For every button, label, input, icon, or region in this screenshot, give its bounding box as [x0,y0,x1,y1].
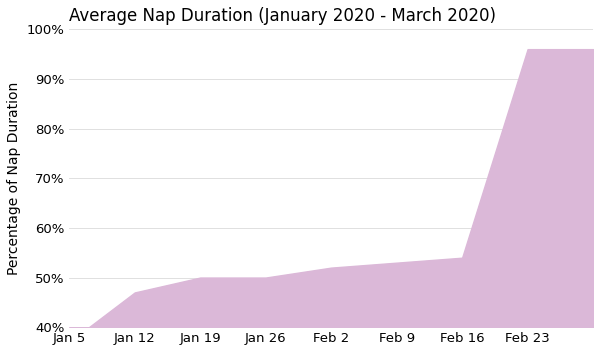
Y-axis label: Percentage of Nap Duration: Percentage of Nap Duration [7,82,21,275]
Text: Average Nap Duration (January 2020 - March 2020): Average Nap Duration (January 2020 - Mar… [69,7,496,25]
